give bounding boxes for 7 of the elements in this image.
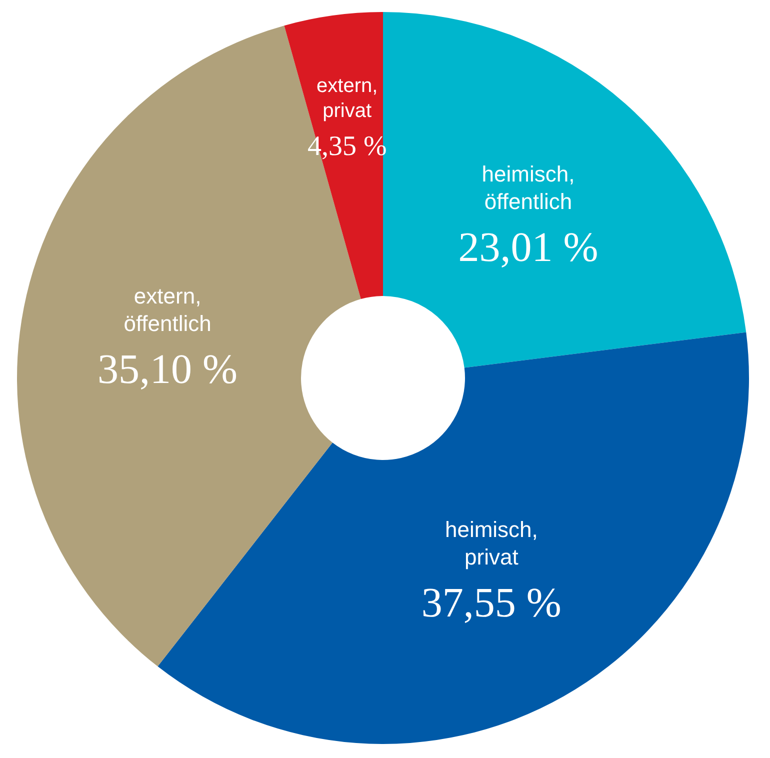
slice-label: heimisch, privat [444, 516, 538, 570]
slice-label: extern, öffentlich [124, 283, 212, 336]
data-label: 23,01 % [458, 224, 598, 271]
slice-label: heimisch, öffentlich [482, 161, 575, 214]
slice-label: extern, privat [316, 74, 378, 122]
data-label: 37,55 % [421, 580, 562, 626]
data-label: 35,10 % [98, 346, 238, 393]
